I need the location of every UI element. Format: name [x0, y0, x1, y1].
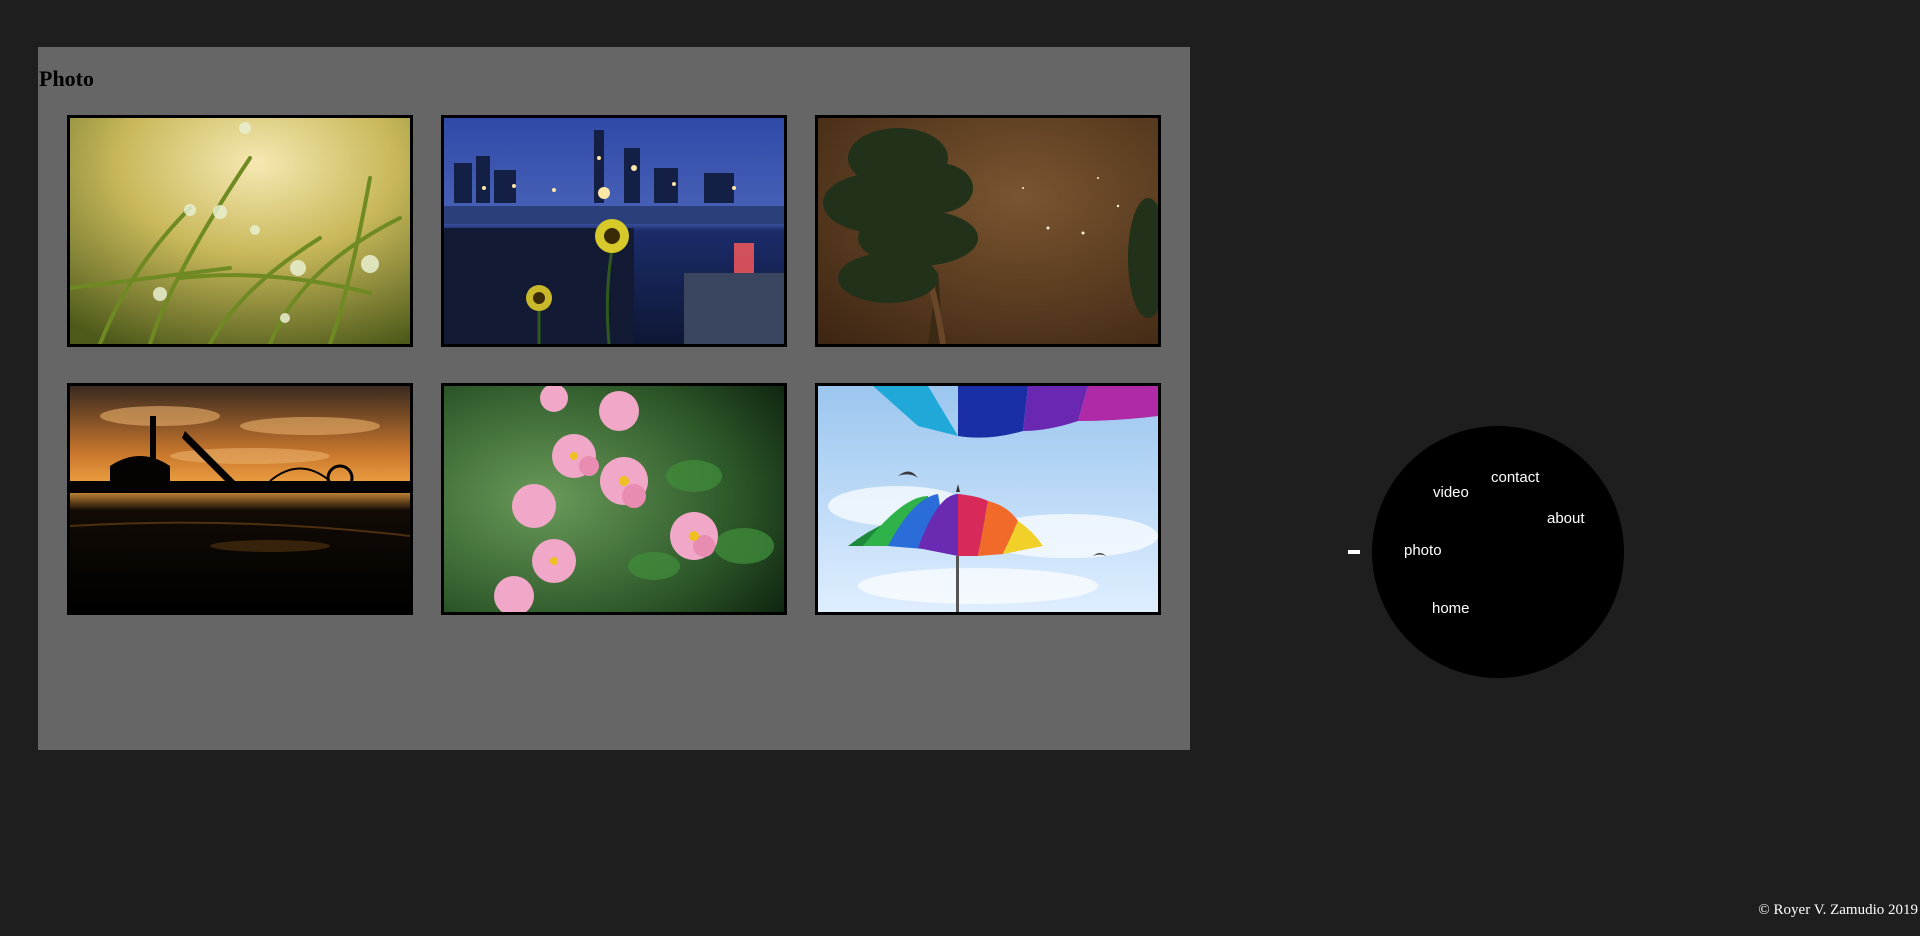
photo-thumbnail-rainbow-umbrella[interactable] [815, 383, 1161, 615]
amusement-park-sunset-image [70, 386, 410, 612]
circular-nav-menu: contact video about photo home [1372, 426, 1624, 678]
nav-link-contact[interactable]: contact [1491, 469, 1540, 486]
menu-toggle-icon[interactable] [1348, 550, 1360, 554]
photo-thumbnail-tree-night-sky[interactable] [815, 115, 1161, 347]
page-title: Photo [39, 66, 94, 91]
photo-thumbnail-amusement-park-sunset[interactable] [67, 383, 413, 615]
photo-gallery-panel: Photo [38, 47, 1190, 750]
pink-flowers-image [444, 386, 784, 612]
photo-thumbnail-dew-grass[interactable] [67, 115, 413, 347]
footer-copyright: © Royer V. Zamudio 2019 [1758, 902, 1918, 918]
nav-link-video[interactable]: video [1433, 484, 1469, 501]
nav-link-home[interactable]: home [1432, 600, 1470, 617]
city-sunflowers-image [444, 118, 784, 344]
nav-link-photo[interactable]: photo [1404, 542, 1442, 559]
rainbow-umbrella-image [818, 386, 1158, 612]
tree-night-sky-image [818, 118, 1158, 344]
photo-thumbnail-pink-flowers[interactable] [441, 383, 787, 615]
dew-grass-image [70, 118, 410, 344]
nav-link-about[interactable]: about [1547, 510, 1585, 527]
photo-thumbnail-city-sunflowers[interactable] [441, 115, 787, 347]
